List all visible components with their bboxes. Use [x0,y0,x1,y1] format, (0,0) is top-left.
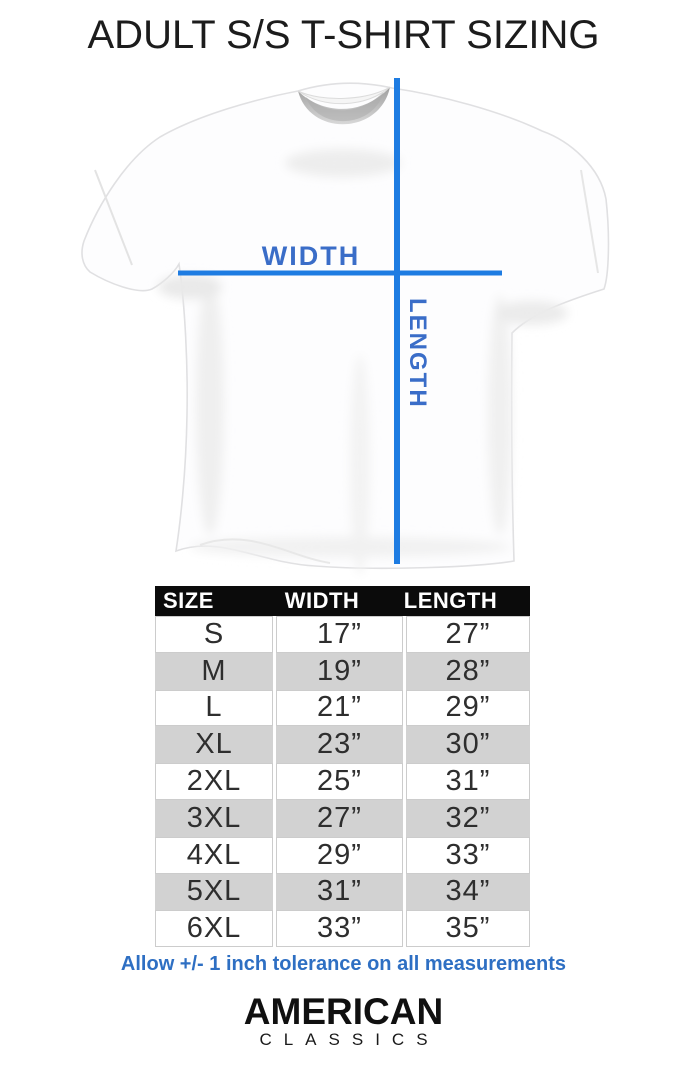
tshirt-illustration [81,78,610,575]
width-cell: 17” [273,616,403,653]
tshirt-diagram [60,75,630,585]
size-table-header: SIZE WIDTH LENGTH [155,586,530,616]
column-header-size: SIZE [163,588,214,613]
length-cell: 32” [403,799,530,837]
width-cell: 33” [273,910,403,948]
collar-band [297,86,391,105]
width-cell: 23” [273,726,403,764]
fabric-shading [158,149,568,575]
width-cell: 31” [273,873,403,911]
brand-name: AMERICAN [243,991,444,1032]
length-cell: 33” [403,836,530,874]
table-row: 5XL 31” 34” [155,873,530,911]
table-row: L 21” 29” [155,689,530,727]
table-row: 4XL 29” 33” [155,836,530,874]
width-cell: 25” [273,763,403,800]
length-cell: 30” [403,726,530,764]
width-cell: 21” [273,689,403,727]
width-cell: 29” [273,836,403,874]
size-table: SIZE WIDTH LENGTH S 17” 27” M 19” 28” L 21” 29” X… [155,586,530,948]
column-header-length: LENGTH [403,588,498,613]
brand-subname: CLASSICS [259,1030,440,1049]
table-row: XL 23” 30” [155,726,530,764]
size-cell: 3XL [155,799,273,837]
width-measure-label: WIDTH [261,241,361,271]
length-cell: 28” [403,652,530,690]
size-cell: 4XL [155,836,273,874]
size-cell: M [155,652,273,690]
length-cell: 35” [403,910,530,948]
size-cell: XL [155,726,273,764]
length-cell: 34” [403,873,530,911]
table-row: 6XL 33” 35” [155,910,530,948]
width-cell: 19” [273,652,403,690]
size-cell: L [155,689,273,727]
table-row: M 19” 28” [155,652,530,690]
size-cell: 2XL [155,763,273,800]
width-cell: 27” [273,799,403,837]
brand-logo: AMERICAN CLASSICS [0,991,687,1049]
length-measure-label: LENGTH [404,298,431,409]
size-table-body: S 17” 27” M 19” 28” L 21” 29” XL 23” 30” 2XL 25” 31” 3X… [155,616,530,948]
right-cuff-crease [580,169,599,274]
collar-inner-shadow [306,91,384,122]
length-cell: 31” [403,763,530,800]
table-row: 2XL 25” 31” [155,763,530,800]
size-cell: 5XL [155,873,273,911]
page-title: ADULT S/S T-SHIRT SIZING [87,13,600,57]
column-header-width: WIDTH [284,588,360,613]
length-cell: 27” [403,616,530,653]
size-cell: S [155,616,273,653]
table-row: 3XL 27” 32” [155,799,530,837]
length-cell: 29” [403,689,530,727]
tolerance-note: Allow +/- 1 inch tolerance on all measur… [120,953,567,975]
hem-fold-line [199,538,331,564]
table-row: S 17” 27” [155,616,530,653]
left-cuff-crease [94,169,133,266]
size-cell: 6XL [155,910,273,948]
